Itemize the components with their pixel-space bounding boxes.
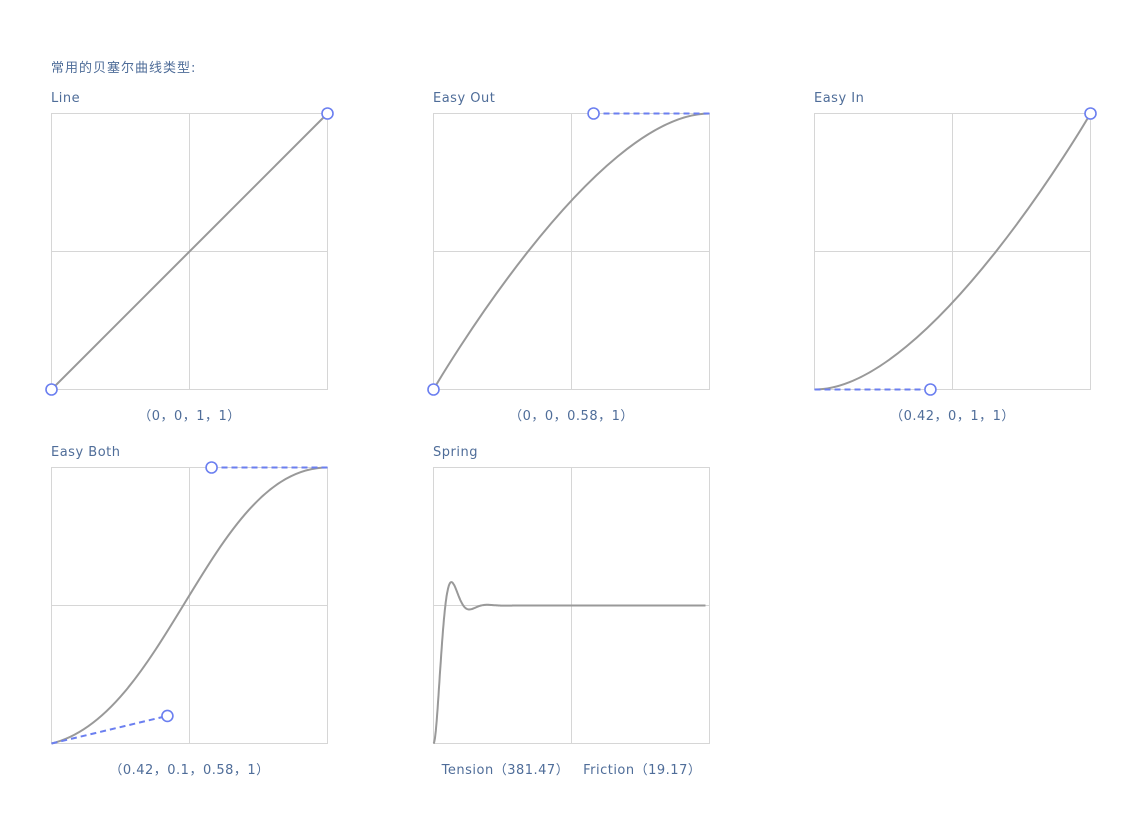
- page-heading: 常用的贝塞尔曲线类型:: [51, 61, 197, 76]
- bezier-curve: [51, 466, 328, 745]
- curve-title: Spring: [433, 445, 478, 460]
- bezier-curve: [50, 112, 329, 391]
- curve-graph: [432, 467, 710, 745]
- bezier-curve: [814, 112, 1092, 391]
- curve-caption: Tension（381.47） Friction（19.17）: [441, 763, 702, 778]
- control-point-1[interactable]: [45, 383, 58, 396]
- curve-graph: [51, 461, 328, 745]
- curve-graph: [427, 107, 710, 396]
- control-point-1[interactable]: [427, 383, 440, 396]
- curve-caption: （0，0，1，1）: [138, 409, 241, 424]
- bezier-curve: [432, 112, 710, 391]
- curve-title: Easy Out: [433, 91, 496, 106]
- curve-caption: （0.42，0，1，1）: [890, 409, 1015, 424]
- curve-graph: [814, 107, 1097, 396]
- curve-graph: [45, 107, 334, 396]
- curve-caption: （0.42，0.1，0.58，1）: [109, 763, 270, 778]
- control-point-2[interactable]: [1084, 107, 1097, 120]
- curve-caption: （0，0，0.58，1）: [509, 409, 634, 424]
- control-handle-line: [51, 714, 168, 745]
- control-point-2[interactable]: [205, 461, 218, 474]
- control-point-2[interactable]: [321, 107, 334, 120]
- spring-curve: [432, 581, 706, 745]
- control-point-1[interactable]: [161, 709, 174, 723]
- control-point-2[interactable]: [587, 107, 600, 120]
- curve-title: Easy In: [814, 91, 865, 106]
- curve-title: Easy Both: [51, 445, 121, 460]
- control-point-1[interactable]: [924, 383, 937, 396]
- curve-title: Line: [51, 91, 81, 106]
